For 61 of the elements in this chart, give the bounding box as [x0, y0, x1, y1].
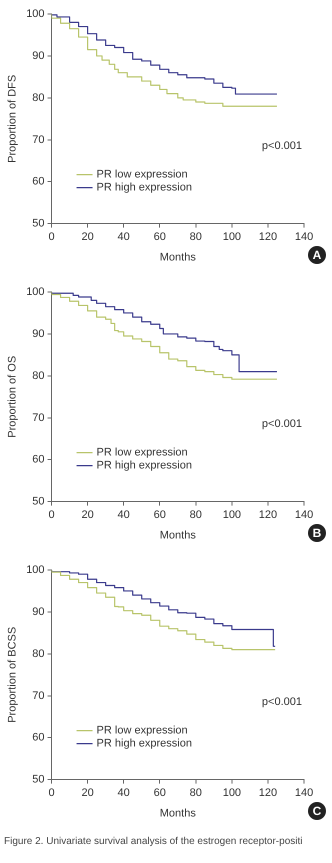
- y-tick-label: 60: [32, 454, 45, 466]
- x-tick-label: 20: [81, 509, 94, 522]
- x-tick-label: 120: [258, 231, 278, 244]
- x-tick-label: 20: [81, 231, 94, 244]
- x-tick-label: 0: [48, 509, 55, 522]
- legend-label: PR low expression: [96, 168, 188, 181]
- y-tick-label: 50: [32, 496, 45, 508]
- y-tick-label: 70: [32, 412, 45, 424]
- y-tick-label: 50: [32, 774, 45, 786]
- x-tick-label: 80: [190, 787, 202, 800]
- y-tick-label: 80: [32, 370, 45, 382]
- text: A: [308, 246, 326, 264]
- y-tick-label: 90: [32, 606, 45, 618]
- x-tick-label: 40: [118, 787, 130, 800]
- y-axis-title: Proportion of BCSS: [6, 626, 19, 723]
- y-tick-label: 80: [32, 92, 45, 104]
- y-tick-label: 60: [32, 732, 45, 744]
- x-tick-label: 140: [294, 231, 314, 244]
- annotation: p<0.001: [262, 140, 302, 152]
- y-tick-label: 100: [26, 8, 45, 20]
- legend-label: PR low expression: [96, 724, 188, 737]
- y-tick-label: 100: [26, 286, 45, 298]
- text: B: [308, 524, 326, 542]
- y-tick-label: 60: [32, 176, 45, 188]
- annotation: p<0.001: [262, 696, 302, 708]
- x-tick-label: 0: [48, 231, 55, 244]
- y-axis-title: Proportion of DFS: [6, 74, 19, 163]
- y-tick-label: 100: [26, 564, 45, 576]
- x-axis-title: Months: [160, 529, 196, 542]
- x-tick-label: 0: [48, 787, 55, 800]
- x-tick-label: 140: [294, 787, 314, 800]
- text: C: [308, 802, 326, 820]
- x-axis-title: Months: [160, 807, 196, 820]
- x-axis-title: Months: [160, 251, 196, 264]
- x-tick-label: 120: [258, 509, 278, 522]
- caption: Figure 2. Univariate survival analysis of the estrogen receptor-positi: [3, 835, 304, 849]
- x-tick-label: 100: [222, 509, 242, 522]
- x-tick-label: 80: [190, 509, 202, 522]
- legend-label: PR high expression: [96, 738, 192, 750]
- y-tick-label: 70: [32, 134, 45, 146]
- x-tick-label: 60: [154, 509, 166, 522]
- x-tick-label: 80: [190, 231, 202, 244]
- y-axis-title: Proportion of OS: [6, 356, 19, 438]
- annotation: p<0.001: [262, 418, 302, 430]
- x-tick-label: 100: [222, 787, 242, 800]
- x-tick-label: 100: [222, 231, 242, 244]
- x-tick-label: 40: [118, 231, 130, 244]
- x-tick-label: 20: [81, 787, 94, 800]
- legend-label: PR high expression: [96, 182, 192, 194]
- y-tick-label: 80: [32, 648, 45, 660]
- x-tick-label: 140: [294, 509, 314, 522]
- x-tick-label: 40: [118, 509, 130, 522]
- legend-label: PR high expression: [96, 460, 192, 472]
- y-tick-label: 90: [32, 50, 45, 62]
- y-tick-label: 70: [32, 690, 45, 702]
- x-tick-label: 60: [154, 787, 166, 800]
- legend-label: PR low expression: [96, 446, 188, 459]
- y-tick-label: 90: [32, 328, 45, 340]
- x-tick-label: 60: [154, 231, 166, 244]
- y-tick-label: 50: [32, 218, 45, 230]
- x-tick-label: 120: [258, 787, 278, 800]
